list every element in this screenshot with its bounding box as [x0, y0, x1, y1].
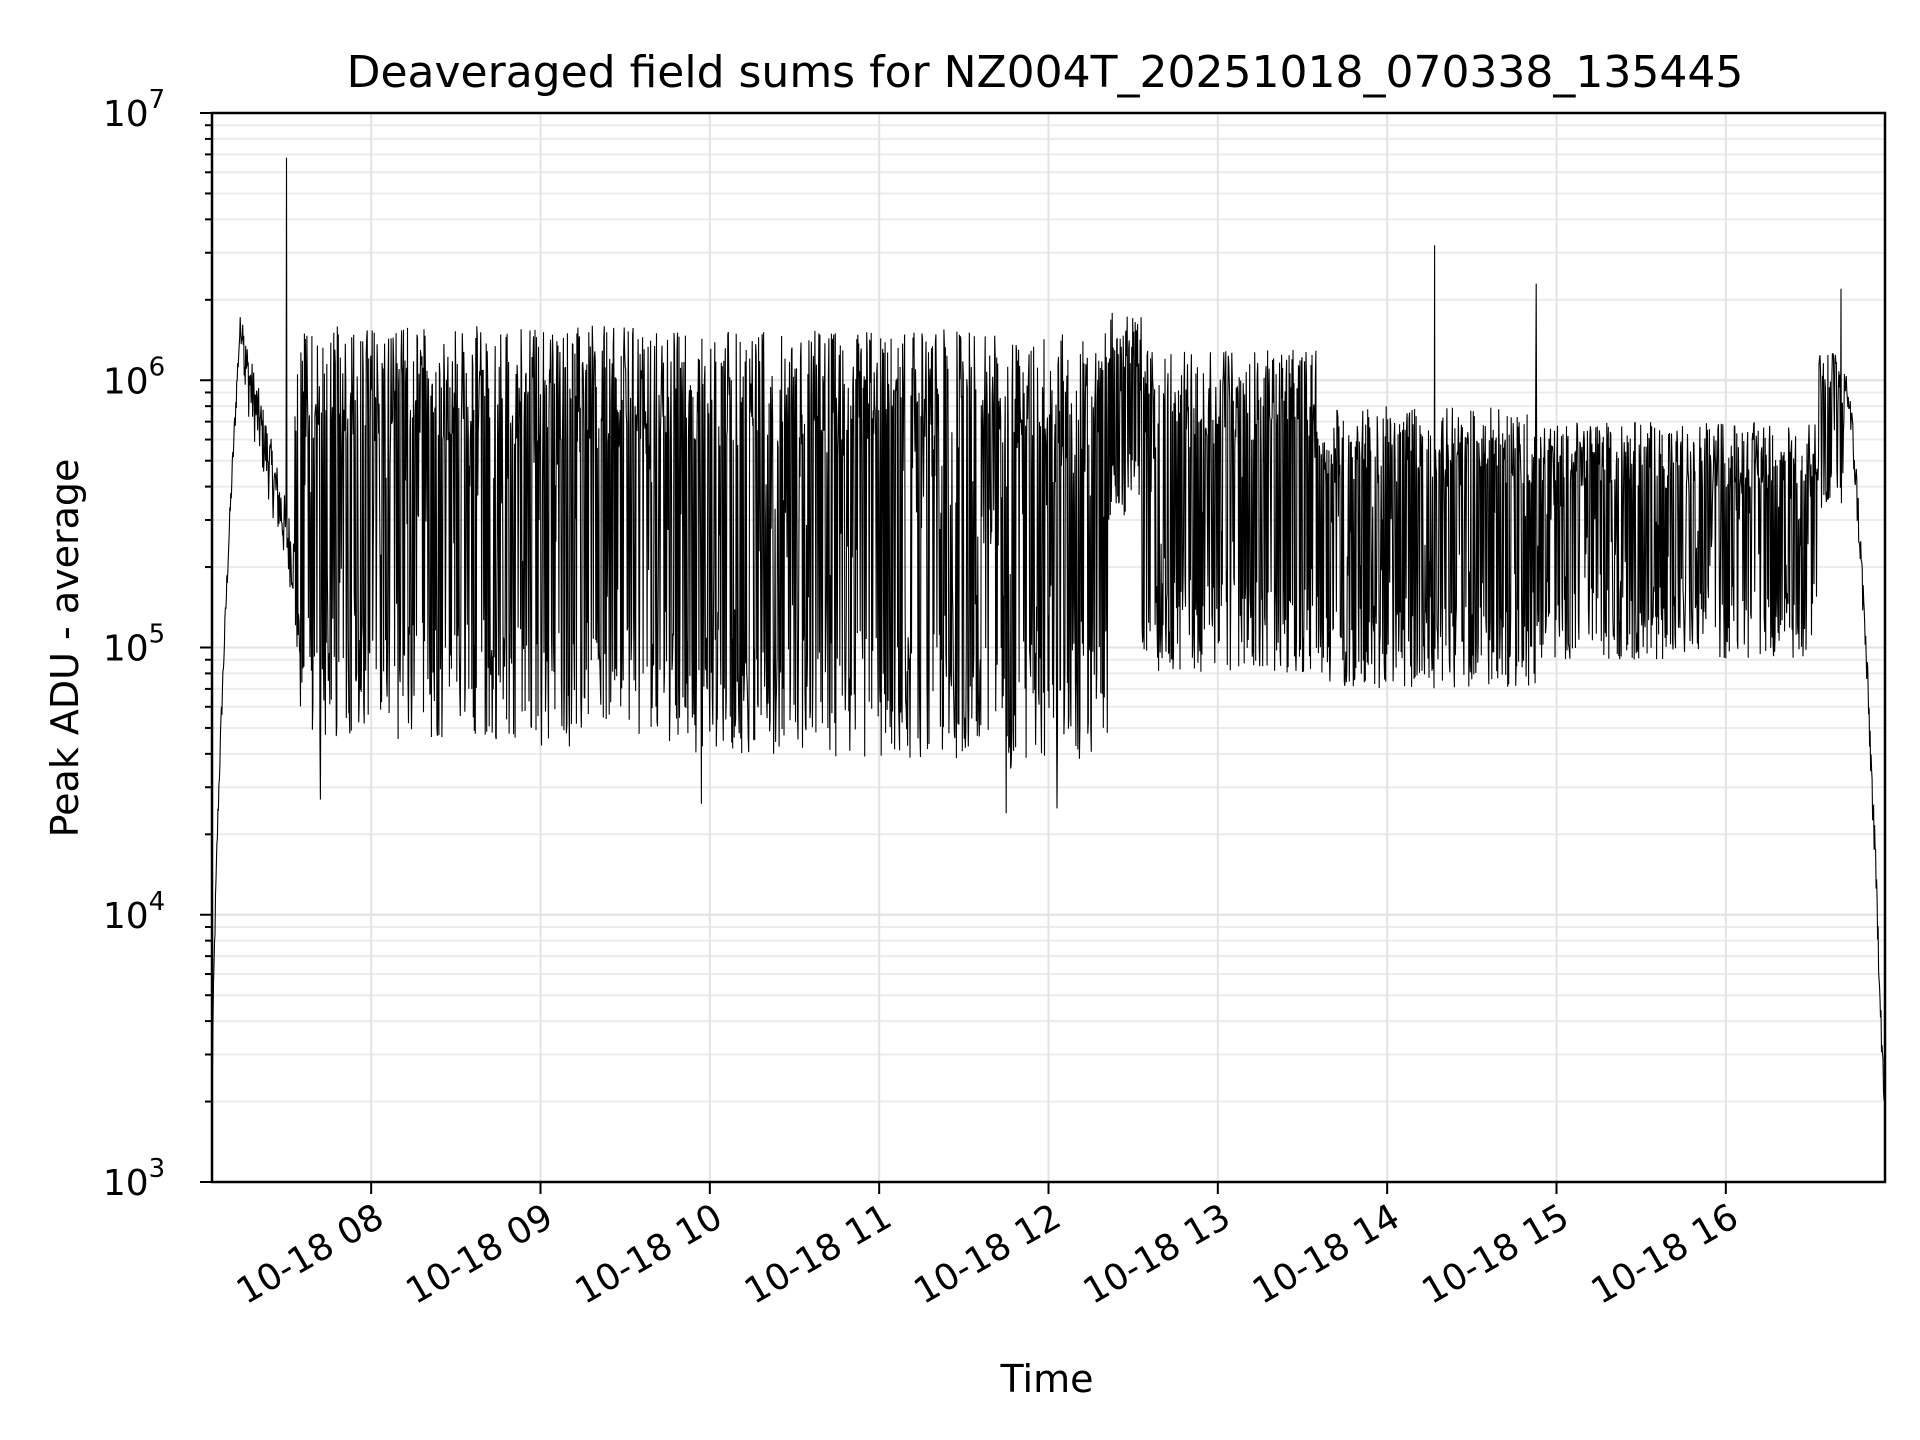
y-tick-base: 10	[103, 629, 149, 670]
y-tick-exponent: 4	[149, 887, 166, 917]
y-tick-label: 106	[103, 352, 165, 402]
y-tick-exponent: 6	[149, 352, 166, 382]
y-tick-label: 104	[103, 887, 165, 937]
y-axis-label: Peak ADU - average	[43, 459, 87, 838]
y-tick-exponent: 5	[149, 620, 166, 650]
y-tick-exponent: 3	[149, 1154, 166, 1184]
series-line	[211, 157, 1886, 1131]
y-tick-label: 107	[103, 85, 165, 135]
y-tick-base: 10	[103, 896, 149, 937]
y-tick-label: 103	[103, 1154, 165, 1204]
y-tick-label: 105	[103, 620, 165, 670]
y-tick-exponent: 7	[149, 85, 166, 115]
y-tick-base: 10	[103, 94, 149, 135]
chart-title: Deaveraged field sums for NZ004T_2025101…	[347, 47, 1744, 98]
y-tick-base: 10	[103, 361, 149, 402]
data-series	[211, 157, 1886, 1131]
x-axis-label: Time	[1000, 1357, 1094, 1401]
y-tick-base: 10	[103, 1163, 149, 1204]
plot-area	[210, 111, 1887, 1184]
